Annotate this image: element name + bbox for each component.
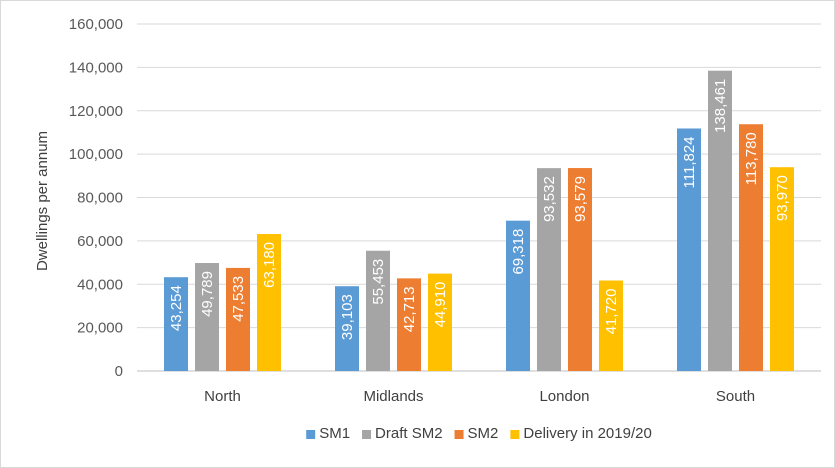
data-label: 111,824 [681,136,698,188]
bars [164,70,794,371]
data-label: 39,103 [339,294,356,340]
legend-item-draft-sm2: Draft SM2 [362,425,443,442]
bar-sm1-london [506,220,530,371]
data-label: 42,713 [401,286,418,332]
legend-swatch [306,430,316,439]
y-tick-label: 60,000 [77,233,123,250]
data-label: 43,254 [168,285,185,331]
legend-item-delivery-in-2019-20: Delivery in 2019/20 [510,425,652,442]
data-label: 93,532 [541,176,558,222]
legend-item-sm2: SM2 [454,425,499,442]
legend: SM1 Draft SM2 SM2 Delivery in 2019/20 [306,425,652,442]
bar-sm2-london [568,168,592,371]
bar-delivery-in-2019-20-midlands [428,273,452,371]
legend-label: Draft SM2 [375,425,443,442]
legend-label: SM2 [468,425,499,442]
data-label: 63,180 [261,242,278,288]
y-axis-ticks: 0 20,000 40,000 60,000 80,000 100,000 120,000 1… [69,16,123,380]
x-category-label: North [204,388,241,405]
bar-sm1-north [164,277,188,371]
bar-draft-sm2-south [708,70,732,371]
bar-sm1-midlands [335,286,359,371]
data-label: 93,970 [774,175,791,221]
y-axis-title: Dwellings per annum [34,131,51,271]
legend-label: Delivery in 2019/20 [523,425,651,442]
gridlines [137,23,821,372]
y-tick-label: 40,000 [77,276,123,293]
x-axis-categories: North Midlands London South [204,388,755,405]
legend-swatch [454,430,464,439]
bar-sm2-south [739,124,763,371]
y-tick-label: 120,000 [69,103,123,120]
bar-delivery-in-2019-20-south [770,167,794,371]
bar-delivery-in-2019-20-north [257,233,281,371]
legend-item-sm1: SM1 [306,425,350,442]
x-category-label: South [716,388,755,405]
y-tick-label: 140,000 [69,59,123,76]
bar-sm1-south [677,128,701,371]
bar-draft-sm2-north [195,263,219,371]
y-tick-label: 160,000 [69,16,123,33]
legend-label: SM1 [319,425,350,442]
data-label: 41,720 [603,289,620,335]
data-label: 138,461 [712,79,729,133]
legend-swatch [510,430,520,439]
data-label: 55,453 [370,259,387,305]
data-label: 69,318 [510,229,527,275]
bar-draft-sm2-london [537,168,561,371]
x-category-label: Midlands [363,388,423,405]
data-label: 113,780 [743,132,760,185]
data-label: 49,789 [199,271,216,317]
bar-sm2-north [226,267,250,371]
y-tick-label: 80,000 [77,190,123,207]
x-category-label: London [539,388,589,405]
bar-draft-sm2-midlands [366,250,390,371]
bar-sm2-midlands [397,278,421,371]
data-label: 44,910 [432,282,449,328]
y-tick-label: 100,000 [69,146,123,163]
y-tick-label: 20,000 [77,320,123,337]
bar-delivery-in-2019-20-london [599,280,623,371]
legend-swatch [362,430,372,439]
data-label: 47,533 [230,276,247,322]
y-tick-label: 0 [115,363,123,380]
data-label: 93,579 [572,176,589,222]
data-labels: 43,254 49,789 47,533 63,180 39,103 55,453 42,7… [168,79,791,340]
